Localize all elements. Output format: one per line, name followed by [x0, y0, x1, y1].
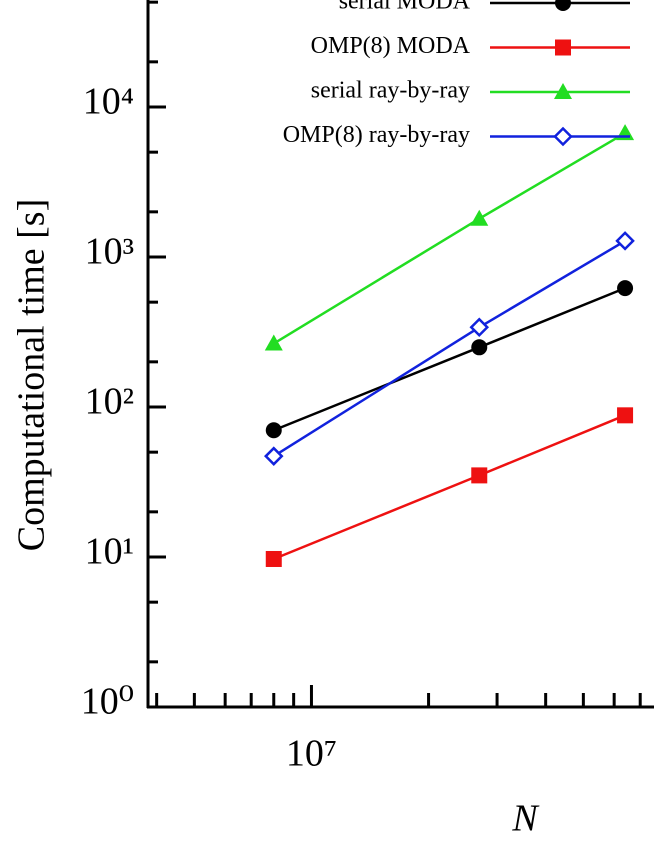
y-tick-label: 10² [85, 381, 134, 423]
marker [555, 39, 571, 56]
y-axis-label: Computational time [s] [11, 199, 53, 552]
marker [470, 209, 489, 226]
marker [615, 231, 635, 251]
series-line [273, 132, 626, 345]
marker [617, 280, 634, 297]
y-tick-label: 10⁰ [81, 681, 134, 723]
marker [555, 0, 571, 11]
marker [263, 446, 284, 466]
series-line [273, 414, 626, 561]
marker [469, 317, 490, 338]
marker [264, 334, 283, 351]
legend-label: OMP(8) MODA [311, 33, 471, 59]
y-tick-label: 10³ [85, 231, 134, 273]
series-line [273, 239, 626, 458]
marker [471, 467, 488, 484]
y-tick-label: 10⁴ [83, 81, 134, 123]
marker [265, 422, 282, 439]
marker [553, 126, 573, 147]
x-axis-label: N [511, 798, 540, 840]
legend-label: OMP(8) ray-by-ray [283, 122, 470, 148]
marker [554, 83, 572, 99]
series-line [273, 286, 626, 432]
y-tick-label: 10¹ [85, 531, 134, 573]
marker [617, 407, 634, 424]
marker [471, 339, 488, 356]
marker [265, 550, 282, 567]
legend-label: serial MODA [339, 0, 471, 15]
x-tick-label: 10⁷ [286, 733, 337, 775]
legend-label: serial ray-by-ray [311, 78, 470, 104]
